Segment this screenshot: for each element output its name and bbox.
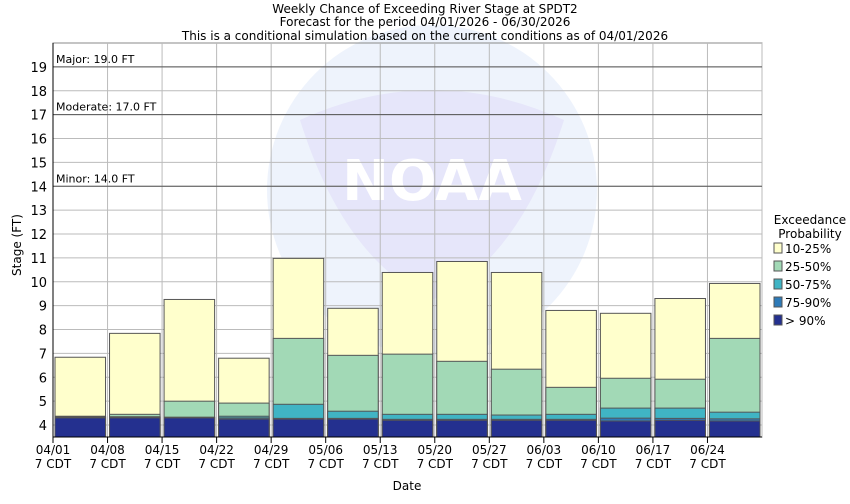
legend-label: > 90% bbox=[785, 314, 826, 328]
bar-segment bbox=[490, 419, 543, 438]
x-tick-sublabel: 7 CDT bbox=[417, 457, 454, 471]
threshold-label: Minor: 14.0 FT bbox=[56, 172, 135, 185]
noaa-watermark: NOAA bbox=[267, 25, 597, 355]
x-tick-label: 05/13 bbox=[363, 443, 398, 457]
bar-segment bbox=[327, 418, 379, 438]
legend-title: Exceedance bbox=[774, 213, 846, 227]
y-tick-label: 17 bbox=[30, 109, 47, 124]
bar-segment bbox=[272, 418, 325, 438]
x-tick-label: 06/03 bbox=[527, 443, 562, 457]
bar-segment bbox=[545, 419, 597, 438]
y-tick-label: 13 bbox=[30, 204, 47, 219]
bar-segment bbox=[163, 417, 216, 438]
x-tick-sublabel: 7 CDT bbox=[689, 457, 726, 471]
legend-swatch bbox=[773, 296, 783, 308]
x-tick-label: 06/24 bbox=[690, 443, 725, 457]
x-tick-sublabel: 7 CDT bbox=[198, 457, 235, 471]
bar-segment bbox=[381, 419, 434, 438]
bar-segment bbox=[54, 417, 107, 438]
y-tick-label: 15 bbox=[30, 156, 47, 171]
x-tick-label: 04/01 bbox=[36, 443, 71, 457]
x-tick-sublabel: 7 CDT bbox=[89, 457, 126, 471]
bar-segment bbox=[654, 419, 706, 438]
y-axis-label: Stage (FT) bbox=[10, 214, 24, 276]
y-tick-label: 9 bbox=[39, 300, 47, 315]
y-tick-label: 8 bbox=[39, 324, 47, 339]
svg-text:NOAA: NOAA bbox=[342, 149, 522, 214]
y-tick-label: 12 bbox=[30, 228, 47, 243]
legend-label: 50-75% bbox=[785, 278, 831, 292]
x-tick-label: 04/22 bbox=[199, 443, 234, 457]
x-tick-sublabel: 7 CDT bbox=[253, 457, 290, 471]
x-tick-label: 05/06 bbox=[308, 443, 343, 457]
bar-segment bbox=[436, 419, 488, 438]
x-tick-sublabel: 7 CDT bbox=[471, 457, 508, 471]
y-tick-label: 11 bbox=[30, 252, 47, 267]
x-axis-label: Date bbox=[393, 479, 422, 493]
legend-label: 25-50% bbox=[785, 260, 831, 274]
y-tick-label: 6 bbox=[39, 371, 47, 386]
x-tick-label: 06/17 bbox=[636, 443, 671, 457]
legend-swatch bbox=[773, 314, 783, 326]
y-tick-label: 19 bbox=[30, 61, 47, 76]
threshold-label: Major: 19.0 FT bbox=[56, 53, 135, 66]
bar-segment bbox=[218, 418, 270, 438]
x-tick-label: 04/29 bbox=[254, 443, 289, 457]
x-tick-sublabel: 7 CDT bbox=[307, 457, 344, 471]
chart-title: Weekly Chance of Exceeding River Stage a… bbox=[272, 2, 577, 16]
y-tick-label: 5 bbox=[39, 395, 47, 410]
x-tick-sublabel: 7 CDT bbox=[362, 457, 399, 471]
y-tick-label: 7 bbox=[39, 347, 47, 362]
chart-subtitle-2: This is a conditional simulation based o… bbox=[181, 29, 668, 43]
y-tick-label: 14 bbox=[30, 180, 47, 195]
x-tick-sublabel: 7 CDT bbox=[635, 457, 672, 471]
x-tick-label: 04/08 bbox=[90, 443, 125, 457]
chart-subtitle: Forecast for the period 04/01/2026 - 06/… bbox=[280, 15, 571, 29]
x-tick-sublabel: 7 CDT bbox=[526, 457, 563, 471]
y-tick-label: 10 bbox=[30, 276, 47, 291]
bar-segment bbox=[109, 417, 161, 438]
x-tick-label: 05/27 bbox=[472, 443, 507, 457]
legend-label: 10-25% bbox=[785, 242, 831, 256]
legend-swatch bbox=[773, 260, 783, 272]
legend-swatch bbox=[773, 242, 783, 254]
legend-swatch bbox=[773, 278, 783, 290]
x-tick-sublabel: 7 CDT bbox=[35, 457, 72, 471]
x-tick-label: 05/20 bbox=[417, 443, 452, 457]
bar-segment bbox=[708, 420, 761, 438]
threshold-label: Moderate: 17.0 FT bbox=[56, 101, 157, 114]
y-tick-label: 18 bbox=[30, 85, 47, 100]
legend-title: Probability bbox=[778, 227, 841, 241]
x-tick-sublabel: 7 CDT bbox=[144, 457, 181, 471]
y-tick-label: 16 bbox=[30, 133, 47, 148]
legend-label: 75-90% bbox=[785, 296, 831, 310]
x-tick-sublabel: 7 CDT bbox=[580, 457, 617, 471]
y-tick-label: 4 bbox=[39, 419, 47, 434]
x-tick-label: 04/15 bbox=[145, 443, 180, 457]
bar-segment bbox=[599, 420, 652, 438]
x-tick-label: 06/10 bbox=[581, 443, 616, 457]
